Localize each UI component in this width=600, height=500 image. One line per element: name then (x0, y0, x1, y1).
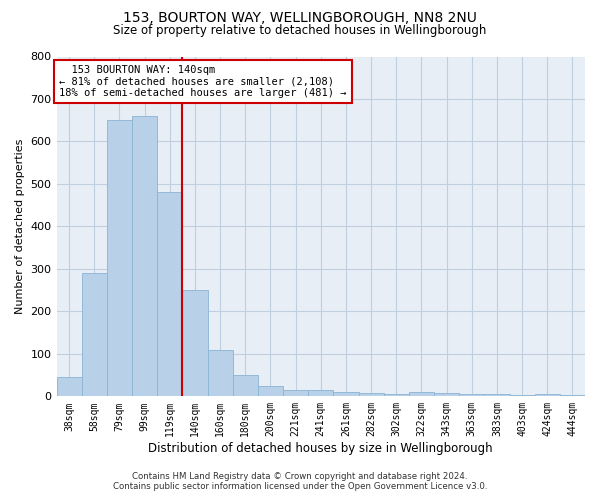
Text: Size of property relative to detached houses in Wellingborough: Size of property relative to detached ho… (113, 24, 487, 37)
Bar (82, 273, 107, 396)
Bar (383, 394, 409, 396)
Bar (409, 392, 434, 396)
Text: 153, BOURTON WAY, WELLINGBOROUGH, NN8 2NU: 153, BOURTON WAY, WELLINGBOROUGH, NN8 2N… (123, 11, 477, 25)
Y-axis label: Number of detached properties: Number of detached properties (15, 138, 25, 314)
Text: 153 BOURTON WAY: 140sqm
← 81% of detached houses are smaller (2,108)
18% of semi: 153 BOURTON WAY: 140sqm ← 81% of detache… (59, 65, 347, 98)
Text: Contains HM Land Registry data © Crown copyright and database right 2024.
Contai: Contains HM Land Registry data © Crown c… (113, 472, 487, 491)
Bar (334, 392, 359, 396)
Bar (208, 350, 233, 397)
Bar (308, 390, 334, 396)
Bar (560, 395, 585, 396)
Bar (434, 393, 459, 396)
Bar (233, 375, 258, 396)
Bar (56, 377, 82, 396)
Bar (157, 192, 182, 396)
Bar (509, 395, 535, 396)
Bar (283, 390, 308, 396)
Bar (132, 116, 157, 396)
Bar (459, 394, 484, 396)
Bar (535, 394, 560, 396)
Bar (359, 393, 383, 396)
Bar (258, 386, 283, 396)
Bar (182, 290, 208, 397)
Bar (484, 394, 509, 396)
X-axis label: Distribution of detached houses by size in Wellingborough: Distribution of detached houses by size … (148, 442, 493, 455)
Bar (107, 120, 132, 396)
